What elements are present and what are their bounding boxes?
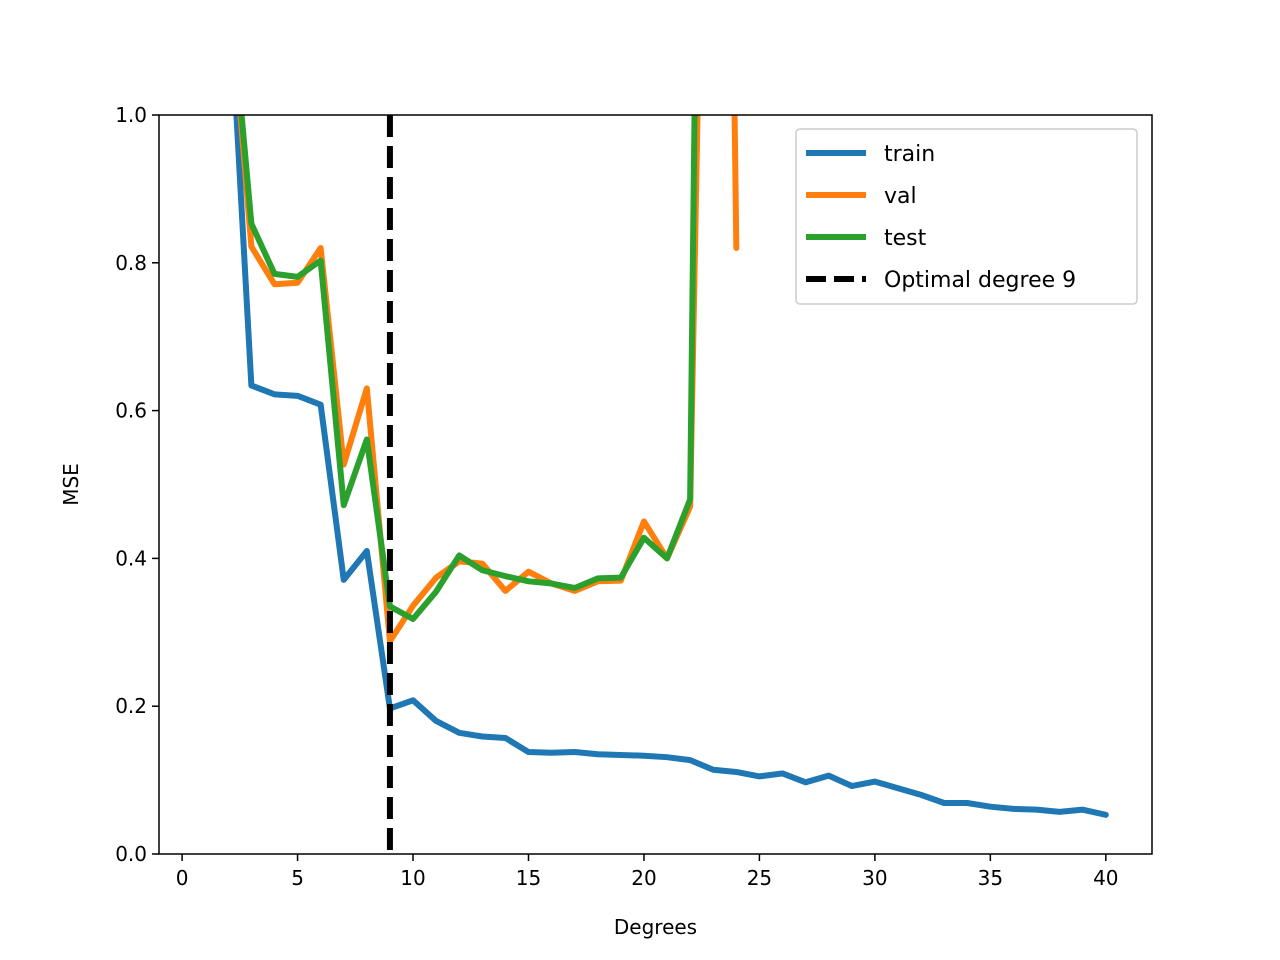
x-tick-label: 35 (978, 866, 1003, 890)
legend-label: train (884, 142, 935, 167)
y-tick-label: 1.0 (115, 103, 147, 127)
y-axis: 0.0 0.2 0.4 0.6 0.8 1.0 (115, 103, 159, 866)
x-axis: 0 5 10 15 20 25 30 35 40 (176, 854, 1119, 890)
x-tick-label: 30 (862, 866, 887, 890)
series-line-train (233, 115, 1109, 818)
x-tick-label: 25 (747, 866, 772, 890)
y-tick-label: 0.0 (115, 842, 147, 866)
series-layer (233, 115, 1109, 818)
y-tick-label: 0.8 (115, 251, 147, 275)
x-axis-label: Degrees (614, 915, 697, 939)
x-tick-label: 20 (631, 866, 656, 890)
legend-label: test (884, 226, 927, 251)
x-tick-label: 10 (400, 866, 425, 890)
series-line-test (238, 115, 698, 622)
y-axis-label: MSE (59, 463, 83, 506)
x-tick-label: 0 (176, 866, 189, 890)
y-tick-label: 0.6 (115, 399, 147, 423)
legend: train val test Optimal degree 9 (795, 128, 1138, 305)
legend-items: train val test Optimal degree 9 (806, 142, 1076, 293)
legend-box (795, 128, 1138, 305)
x-tick-label: 15 (516, 866, 541, 890)
legend-label: val (884, 184, 917, 209)
x-tick-label: 40 (1093, 866, 1118, 890)
x-tick-label: 5 (291, 866, 304, 890)
legend-label: Optimal degree 9 (884, 268, 1076, 293)
plot-frame (158, 114, 1153, 855)
y-tick-label: 0.2 (115, 694, 147, 718)
y-tick-label: 0.4 (115, 546, 147, 570)
